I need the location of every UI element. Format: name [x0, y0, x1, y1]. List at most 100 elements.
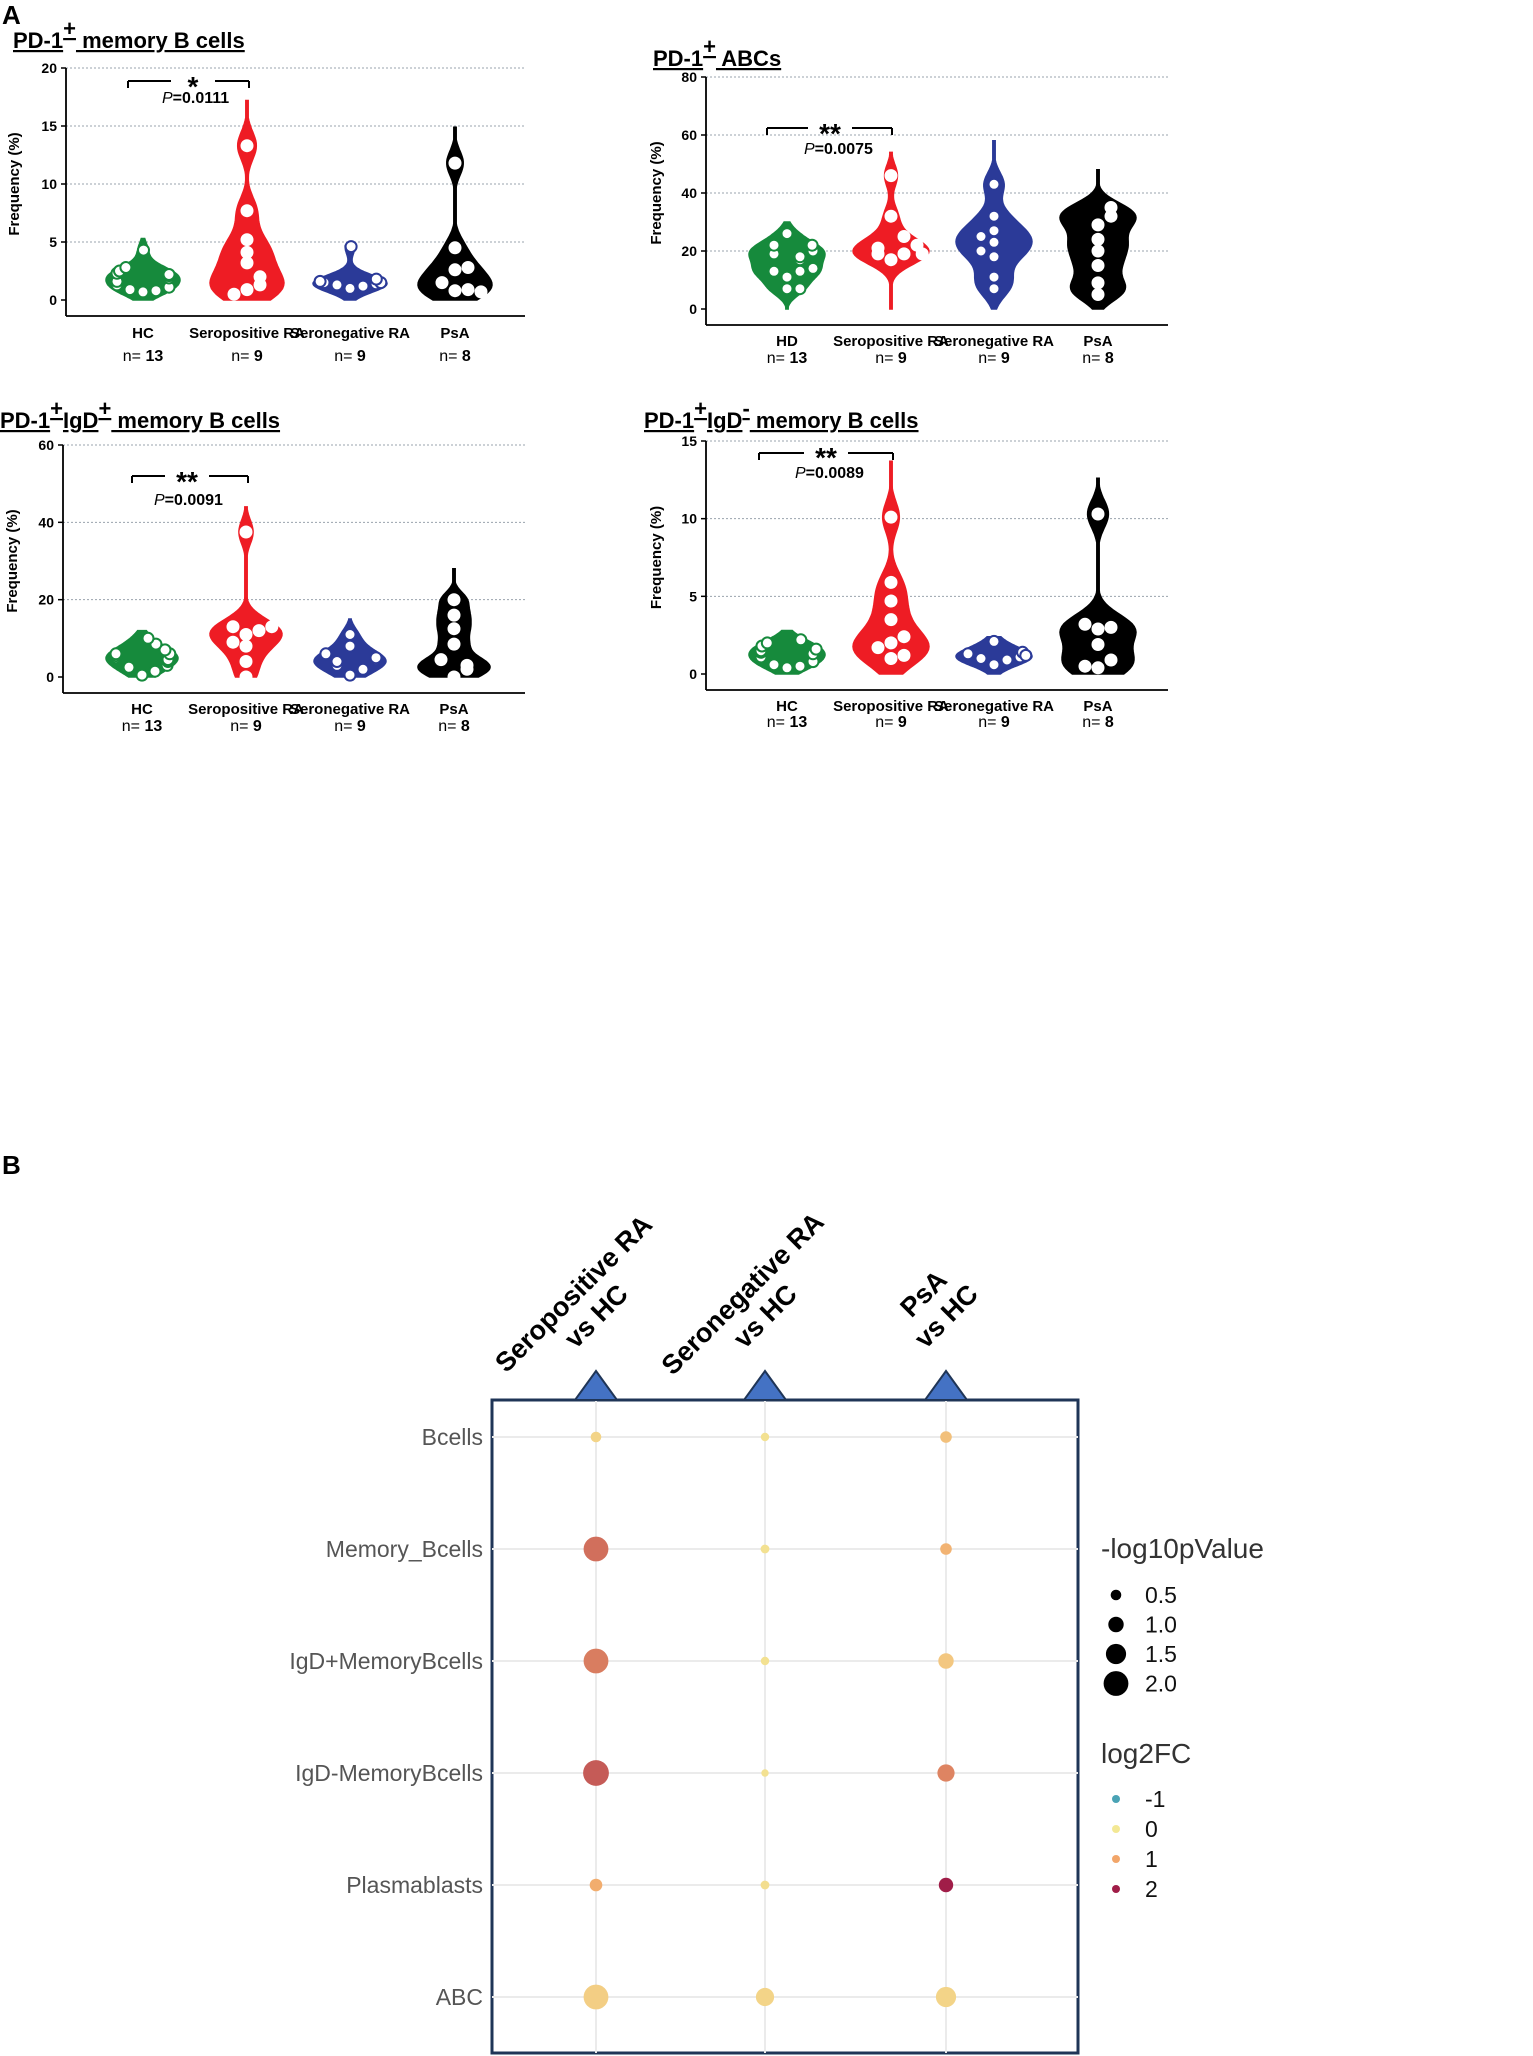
p-symbol: P	[795, 465, 806, 482]
data-point	[884, 652, 898, 665]
data-point	[987, 209, 1001, 223]
data-point	[135, 668, 149, 682]
column-label: PsAvs HC	[886, 1256, 984, 1354]
title-superscript: +	[98, 396, 111, 421]
data-point	[109, 647, 123, 661]
title-part: ABCs	[716, 46, 781, 71]
x-category-label: PsA	[1083, 698, 1112, 715]
y-tick-label: 5	[49, 234, 57, 250]
x-category-label: HC	[131, 701, 153, 718]
row-label: ABC	[436, 1984, 483, 2010]
data-point	[793, 659, 807, 673]
data-point	[897, 247, 911, 261]
dot-marker	[590, 1431, 602, 1443]
data-point	[794, 633, 808, 647]
n-prefix: n=	[1082, 714, 1105, 731]
n-value: 9	[1001, 350, 1010, 367]
y-tick-label: 20	[681, 243, 697, 259]
data-point	[1091, 259, 1105, 272]
p-value-label: P=0.0111	[162, 90, 229, 107]
sample-size-label: n= 8	[439, 348, 471, 365]
data-point	[119, 261, 133, 274]
n-prefix: n=	[334, 348, 357, 365]
data-point	[239, 670, 253, 684]
y-tick-label: 40	[38, 514, 54, 530]
n-prefix: n=	[1082, 350, 1105, 367]
title-superscript: +	[703, 34, 716, 59]
data-point	[343, 628, 357, 641]
data-point	[987, 658, 1001, 672]
size-legend-swatch	[1103, 1671, 1129, 1696]
sample-size-label: n= 9	[978, 350, 1010, 367]
title-superscript: -	[742, 396, 749, 421]
data-point	[974, 244, 988, 258]
data-point	[767, 658, 781, 672]
data-point	[767, 238, 781, 252]
data-point	[158, 643, 172, 657]
data-point	[1078, 659, 1092, 673]
color-legend-swatch	[1112, 1855, 1120, 1863]
n-value: 8	[1105, 350, 1114, 367]
dot-marker	[940, 1543, 952, 1555]
x-category-label: Seronegative RA	[290, 701, 410, 718]
color-legend-label: 1	[1145, 1846, 1158, 1872]
data-point	[448, 156, 462, 170]
data-point	[240, 256, 254, 270]
data-point	[148, 664, 162, 678]
column-label: Seronegative RAvs HC	[656, 1207, 853, 1404]
data-point	[240, 233, 254, 247]
data-point	[974, 652, 988, 665]
y-axis-label: Frequency (%)	[648, 506, 665, 609]
n-prefix: n=	[230, 718, 253, 735]
dot-marker	[760, 1880, 770, 1890]
data-point	[447, 608, 461, 622]
title-part: IgD	[63, 408, 98, 433]
data-point	[809, 642, 823, 656]
column-label-line1: Seropositive RA	[489, 1209, 658, 1378]
data-point	[448, 263, 462, 277]
violin-4	[417, 126, 493, 301]
data-point	[474, 285, 488, 299]
row-label: IgD-MemoryBcells	[295, 1760, 483, 1786]
x-category-label: HD	[776, 333, 798, 350]
sample-size-label: n= 9	[231, 348, 263, 365]
violin-chart-4: PD-1+IgD- memory B cells Frequency (%) 0 5 1…	[644, 396, 1168, 731]
data-point	[343, 639, 357, 653]
n-prefix: n=	[978, 714, 1001, 731]
data-point	[319, 647, 333, 661]
sample-size-label: n= 9	[334, 348, 366, 365]
dot-marker	[935, 1986, 957, 2008]
p-value: =0.0075	[815, 141, 873, 158]
data-point	[141, 631, 155, 645]
n-value: 13	[144, 718, 162, 735]
dot-marker	[937, 1764, 955, 1782]
data-point	[330, 278, 344, 292]
n-value: 9	[254, 348, 263, 365]
dot-marker	[938, 1653, 954, 1669]
data-point	[343, 668, 357, 682]
sample-size-label: n= 13	[767, 350, 808, 367]
dot-marker	[760, 1544, 770, 1554]
dot-marker	[938, 1877, 954, 1893]
dot-marker	[583, 1984, 609, 2010]
y-tick-label: 15	[681, 433, 697, 449]
data-point	[239, 655, 253, 668]
data-point	[987, 634, 1001, 648]
data-point	[1091, 661, 1105, 675]
p-value-label: P=0.0075	[804, 141, 873, 158]
n-value: 9	[898, 714, 907, 731]
data-point	[1091, 232, 1105, 246]
color-legend-label: -1	[1145, 1786, 1165, 1812]
significance-stars: **	[176, 466, 198, 497]
sample-size-label: n= 13	[122, 718, 163, 735]
data-point	[987, 270, 1001, 284]
data-point	[137, 243, 150, 257]
data-point	[227, 287, 241, 301]
color-legend-label: 2	[1145, 1876, 1158, 1902]
column-marker-triangle	[923, 1369, 969, 1401]
title-superscript: +	[694, 396, 707, 421]
violin-2	[852, 460, 930, 675]
size-legend-swatch	[1108, 1616, 1124, 1633]
n-value: 9	[357, 348, 366, 365]
